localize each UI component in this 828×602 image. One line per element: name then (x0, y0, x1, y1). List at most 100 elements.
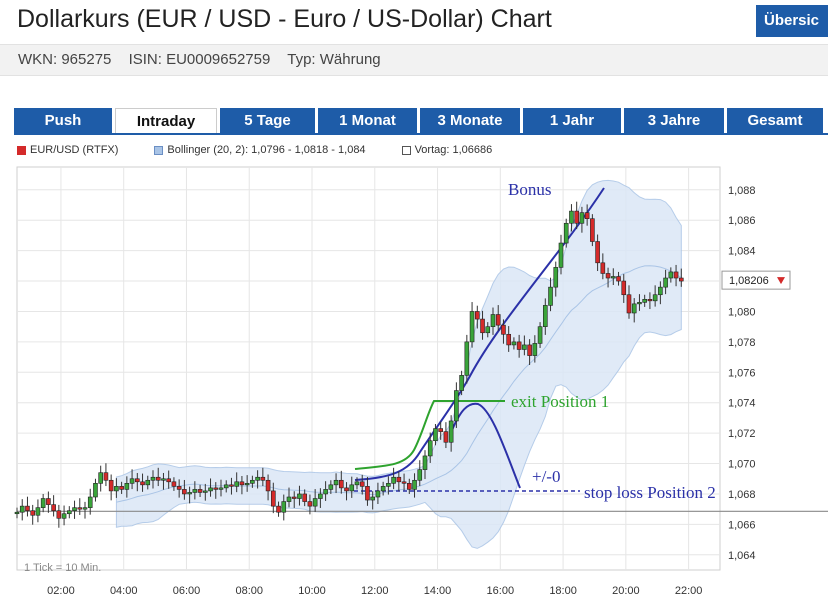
candle (365, 476, 370, 506)
candle-body (182, 489, 187, 495)
candle (537, 322, 543, 348)
candle-body (344, 487, 349, 492)
candle (511, 337, 517, 350)
candle (375, 482, 381, 504)
candle (417, 460, 423, 487)
candle (506, 326, 511, 352)
candle (14, 507, 20, 519)
x-tick-label: 22:00 (675, 585, 703, 597)
candle-body (678, 277, 684, 282)
candle (370, 491, 375, 510)
candle (140, 473, 145, 492)
candle (406, 478, 412, 494)
candle (637, 294, 642, 311)
candle (35, 499, 41, 523)
candle (260, 467, 266, 487)
tab-1-jahr[interactable]: 1 Jahr (523, 108, 621, 133)
candle (438, 421, 443, 440)
x-tick-label: 02:00 (47, 585, 75, 597)
candle (344, 482, 349, 501)
candle-body (40, 498, 46, 508)
breakeven-curve-line (449, 402, 521, 489)
candle (103, 463, 109, 487)
candle (171, 477, 177, 491)
candle-body (260, 476, 266, 481)
candle-body (56, 510, 62, 519)
candle (333, 473, 339, 494)
candle (532, 335, 538, 363)
candle (631, 298, 637, 323)
candle-body (647, 299, 653, 302)
candle (208, 478, 213, 497)
candle-body (380, 486, 386, 492)
candle (61, 505, 67, 526)
candle (480, 310, 485, 340)
isin-label: ISIN: EU0009652759 (128, 51, 271, 68)
candle-body (150, 476, 156, 481)
legend-previous-label: Vortag: 1,06686 (414, 144, 493, 156)
candle-body (197, 489, 203, 493)
candle-body (46, 498, 51, 505)
candle-body (328, 484, 334, 490)
candle-body (574, 210, 579, 224)
candle-body (312, 498, 318, 507)
candle-body (626, 294, 632, 314)
candle-body (542, 305, 548, 327)
legend-series: EUR/USD (RTFX) (17, 144, 118, 156)
candle (454, 382, 459, 428)
candle-body (558, 242, 564, 268)
y-tick-label: 1,086 (728, 215, 756, 227)
candle-body (307, 501, 313, 507)
candle-body (265, 479, 271, 492)
y-tick-label: 1,066 (728, 519, 756, 531)
candle-body (276, 505, 281, 513)
candle (119, 481, 124, 494)
candle (161, 472, 166, 490)
candle (621, 274, 627, 303)
candle-body (171, 481, 177, 487)
candle (542, 298, 548, 335)
y-tick-label: 1,068 (728, 489, 756, 501)
price-chart: 1,064 1,066 1,068 1,070 1,072 1,074 1,076 1,078… (14, 166, 828, 597)
overview-button[interactable]: Übersic (756, 5, 828, 37)
candle-body (668, 271, 674, 279)
tab-3-jahre[interactable]: 3 Jahre (624, 108, 724, 133)
candle (558, 234, 564, 275)
candle (166, 470, 171, 489)
annotation-lines (354, 187, 605, 492)
candle-body (553, 267, 559, 288)
tab-3-monate[interactable]: 3 Monate (420, 108, 520, 133)
last-price-box (721, 270, 791, 290)
candlesticks (14, 201, 684, 528)
candle-body (244, 483, 250, 486)
candle (286, 487, 292, 508)
candle-body (443, 431, 449, 443)
candle (72, 500, 77, 519)
candle-body (652, 294, 658, 302)
tab-intraday[interactable]: Intraday (115, 108, 217, 133)
page-title: Dollarkurs (EUR / USD - Euro / US-Dollar… (17, 5, 552, 33)
tab-gesamt[interactable]: Gesamt (727, 108, 823, 133)
tab-1-monat[interactable]: 1 Monat (318, 108, 417, 133)
candle (490, 307, 496, 335)
candle (600, 253, 606, 280)
candle (427, 432, 433, 463)
candle-body (516, 341, 522, 350)
candle-body (427, 440, 433, 457)
tab-5-tage[interactable]: 5 Tage (220, 108, 315, 133)
candle (213, 482, 219, 499)
tab-push[interactable]: Push (14, 108, 112, 133)
candle (239, 476, 245, 495)
candle-body (485, 326, 491, 334)
candle (605, 267, 611, 288)
candle-body (93, 483, 98, 498)
candle-body (176, 486, 182, 490)
candle (563, 218, 569, 248)
candle-body (495, 314, 501, 326)
candle (25, 496, 30, 517)
candle (150, 470, 156, 489)
candle (433, 424, 438, 446)
candle-body (527, 344, 532, 356)
candle-body (590, 218, 595, 242)
candle (553, 261, 559, 297)
